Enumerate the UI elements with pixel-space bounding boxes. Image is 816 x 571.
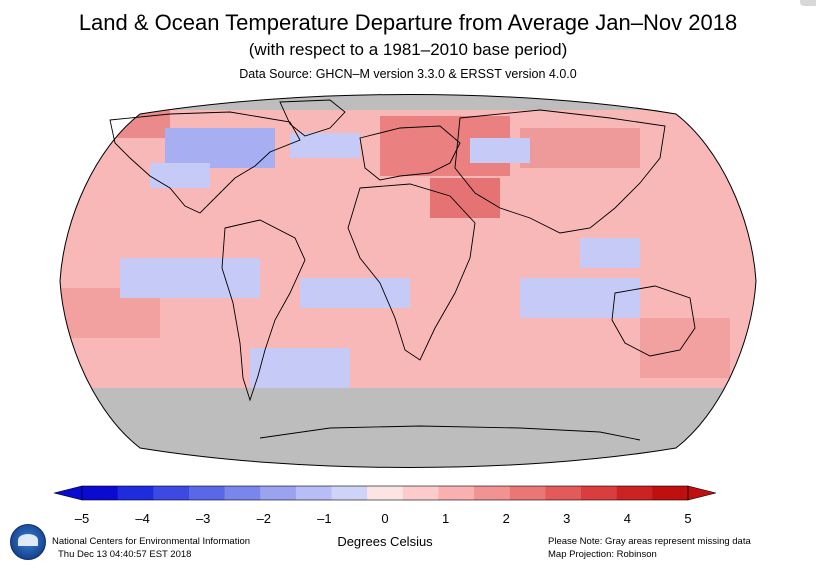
projection-note: Map Projection: Robinson	[548, 549, 657, 560]
cool-patch-kazakhstan	[470, 138, 530, 163]
africa-outline	[347, 183, 476, 361]
map-subtitle: (with respect to a 1981–2010 base period…	[248, 40, 568, 59]
greenland-outline	[279, 99, 346, 137]
scale-unit-label: Degrees Celsius	[337, 534, 433, 549]
world-temperature-map	[59, 94, 757, 468]
scale-tick-label: 1	[442, 511, 449, 526]
cool-patch-us	[150, 163, 210, 188]
scale-tick-label: 3	[563, 511, 570, 526]
europe-outline	[359, 125, 461, 181]
cool-patch-canada	[165, 128, 275, 168]
cool-patch-north-atlantic	[290, 133, 360, 158]
scale-segment	[438, 486, 475, 500]
scale-segment	[545, 486, 582, 500]
warm-patch-middle-east	[430, 178, 500, 218]
asia-outline	[454, 109, 666, 234]
scale-arrow-cold	[53, 485, 83, 501]
scale-segment	[616, 486, 653, 500]
scale-tick-label: –3	[196, 511, 210, 526]
scale-segment	[153, 486, 190, 500]
scale-tick-label: 0	[381, 511, 388, 526]
color-scale-segments	[53, 485, 717, 501]
cool-patch-drake	[250, 348, 350, 388]
cool-patch-south-atlantic	[300, 278, 410, 308]
cool-patch-maritime	[580, 238, 640, 268]
scale-segment	[402, 486, 439, 500]
scale-segment	[367, 486, 404, 500]
noaa-logo-bird	[18, 534, 38, 546]
scale-segment	[474, 486, 511, 500]
scale-tick-label: –2	[257, 511, 271, 526]
cool-patch-indian-ocean	[520, 278, 640, 318]
warm-patch-tasman	[640, 318, 730, 378]
antarctica-outline	[259, 425, 641, 441]
scale-tick-label: –4	[135, 511, 149, 526]
north-america-outline	[109, 111, 301, 214]
generated-timestamp: Thu Dec 13 04:40:57 EST 2018	[58, 549, 192, 560]
noaa-logo	[10, 524, 46, 560]
scale-tick-label: –1	[317, 511, 331, 526]
scale-segment	[652, 486, 689, 500]
anomaly-field	[60, 94, 756, 468]
scale-tick-label: –5	[75, 511, 89, 526]
scale-segment	[331, 486, 368, 500]
globe-border	[59, 94, 757, 468]
scale-segment	[260, 486, 297, 500]
scale-segment	[224, 486, 261, 500]
scale-tick-label: 5	[684, 511, 691, 526]
data-source-line: Data Source: GHCN–M version 3.3.0 & ERSS…	[239, 67, 577, 81]
coastlines	[109, 99, 696, 441]
scale-segment	[581, 486, 618, 500]
missing-arctic	[60, 94, 756, 110]
color-scale-tick-labels: –5 –4 –3 –2 –1 0 1 2 3 4 5	[75, 511, 692, 526]
map-title: Land & Ocean Temperature Departure from …	[78, 10, 738, 35]
warm-patch-siberia	[520, 128, 640, 168]
cool-patch-east-pacific	[120, 258, 260, 298]
scale-tick-label: 4	[624, 511, 631, 526]
australia-outline	[611, 285, 696, 357]
south-america-outline	[221, 219, 306, 402]
color-scale: –5 –4 –3 –2 –1 0 1 2 3 4 5	[53, 485, 717, 526]
scale-segment	[295, 486, 333, 500]
scale-tick-label: 2	[503, 511, 510, 526]
scale-segment	[188, 486, 226, 500]
missing-data-note: Please Note: Gray areas represent missin…	[548, 536, 751, 547]
org-name: National Centers for Environmental Infor…	[52, 536, 251, 547]
window-corner	[800, 0, 816, 6]
scale-segment	[117, 486, 154, 500]
scale-segment	[509, 486, 546, 500]
scale-segment	[82, 486, 119, 500]
scale-border	[81, 485, 689, 501]
missing-antarctic	[60, 388, 756, 468]
scale-arrow-hot	[687, 485, 717, 501]
